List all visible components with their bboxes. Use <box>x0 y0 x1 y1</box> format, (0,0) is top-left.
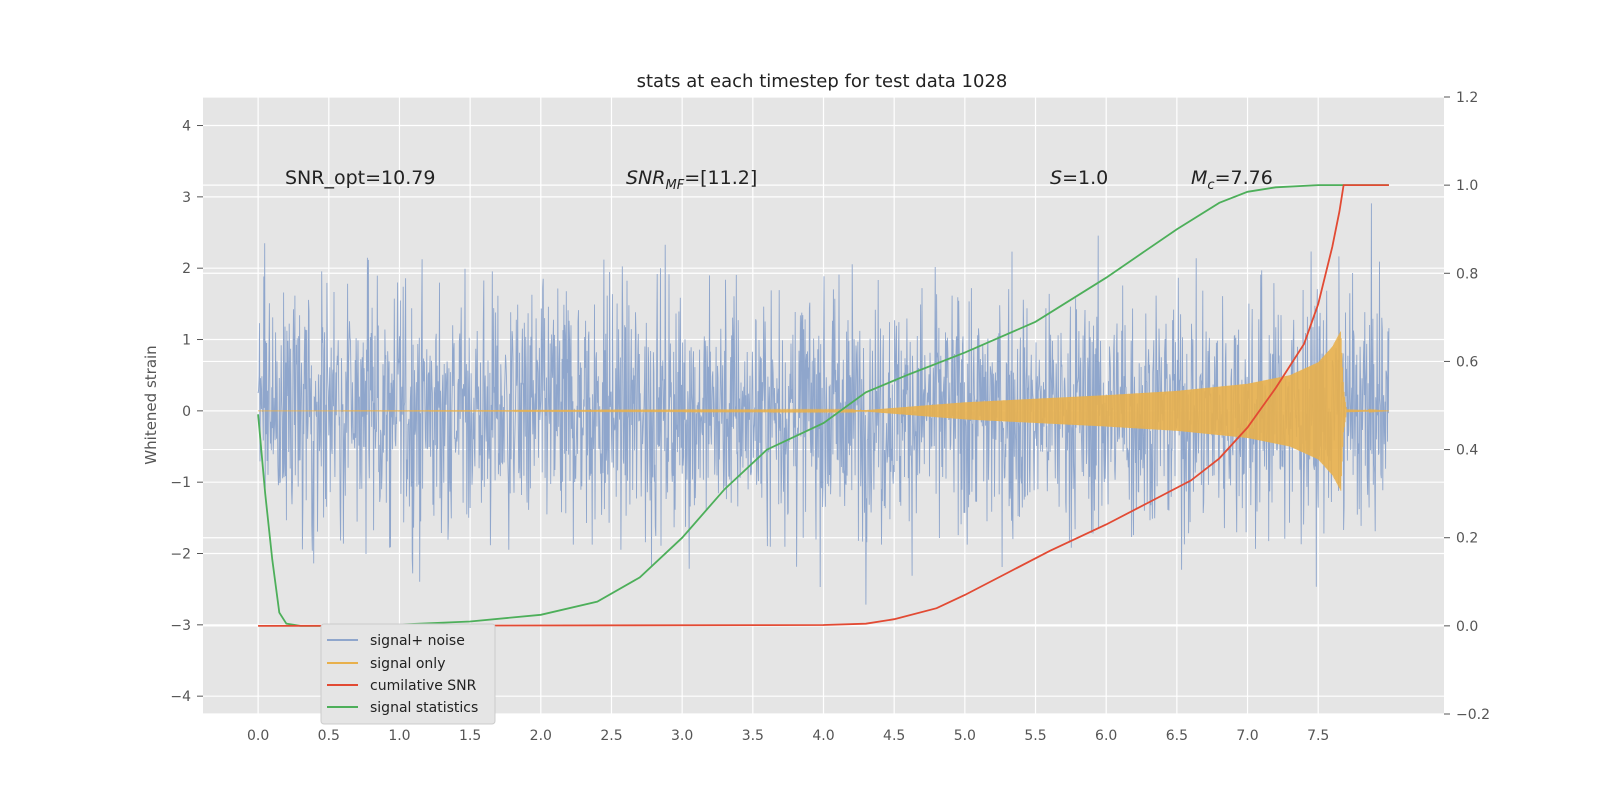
y-tick-label: 3 <box>182 190 191 206</box>
chart-title: stats at each timestep for test data 102… <box>637 71 1008 92</box>
y-tick-label: 2 <box>182 261 191 277</box>
legend-box <box>320 623 496 725</box>
series-signal-noise <box>257 203 1390 605</box>
annotation-s: S=1.0 <box>1050 167 1108 189</box>
x-tick-label: 7.0 <box>1236 728 1258 744</box>
annotation-snr-opt: SNR_opt=10.79 <box>285 167 435 189</box>
y2-tick-label: 0.2 <box>1456 531 1478 547</box>
y2-tick-label: 0.8 <box>1456 266 1478 282</box>
x-tick-label: 4.0 <box>812 728 834 744</box>
x-tick-label: 5.0 <box>954 728 976 744</box>
series-lines <box>257 184 1389 627</box>
cumulative-snr-line <box>258 184 1389 627</box>
y2-tick-label: 0.6 <box>1456 354 1478 370</box>
y2-tick-label: 0.4 <box>1456 443 1478 459</box>
x-tick-label: 2.0 <box>530 728 552 744</box>
signal-noise-line <box>257 203 1390 605</box>
annotation-snr-mf: SNRMF=[11.2] <box>626 167 757 193</box>
y2-tick-label: 0.0 <box>1456 619 1478 635</box>
y-axis-label: Whitened strain <box>142 345 160 464</box>
y-tick-label: −2 <box>170 547 191 563</box>
x-tick-label: 5.5 <box>1024 728 1046 744</box>
x-tick-label: 4.5 <box>883 728 905 744</box>
y-tick-label: −1 <box>170 475 191 491</box>
legend-label-cumulative-snr: cumilative SNR <box>370 678 477 694</box>
signal-only-line <box>258 331 1389 491</box>
x-tick-label: 0.0 <box>247 728 269 744</box>
y2-tick-label: 1.0 <box>1456 178 1478 194</box>
x-tick-label: 2.5 <box>600 728 622 744</box>
x-tick-label: 1.5 <box>459 728 481 744</box>
y-tick-label: 0 <box>182 404 191 420</box>
y2-tick-label: 1.2 <box>1456 90 1478 106</box>
legend-label-signal-statistics: signal statistics <box>370 700 478 716</box>
x-tick-label: 6.5 <box>1166 728 1188 744</box>
y-tick-label: 4 <box>182 119 191 135</box>
x-tick-label: 6.0 <box>1095 728 1117 744</box>
y-tick-label: 1 <box>182 333 191 349</box>
annotation-mc: Mc=7.76 <box>1191 167 1273 193</box>
x-tick-label: 3.5 <box>742 728 764 744</box>
legend: signal+ noise signal only cumilative SNR… <box>320 623 496 725</box>
legend-label-signal-noise: signal+ noise <box>370 633 465 649</box>
x-tick-label: 0.5 <box>318 728 340 744</box>
legend-label-signal-only: signal only <box>370 656 445 672</box>
signal-statistics-line <box>257 184 1389 627</box>
y2-tick-label: −0.2 <box>1456 707 1490 723</box>
x-tick-label: 3.0 <box>671 728 693 744</box>
series-signal-only <box>258 331 1389 491</box>
axes: 0.0 0.5 1.0 1.5 2.0 2.5 3.0 3.5 4.0 4.5 5.0 5.5 6.0 6… <box>170 90 1490 744</box>
y-tick-label: −4 <box>170 689 191 705</box>
y-tick-label: −3 <box>170 618 191 634</box>
x-tick-label: 1.0 <box>388 728 410 744</box>
x-tick-label: 7.5 <box>1307 728 1329 744</box>
